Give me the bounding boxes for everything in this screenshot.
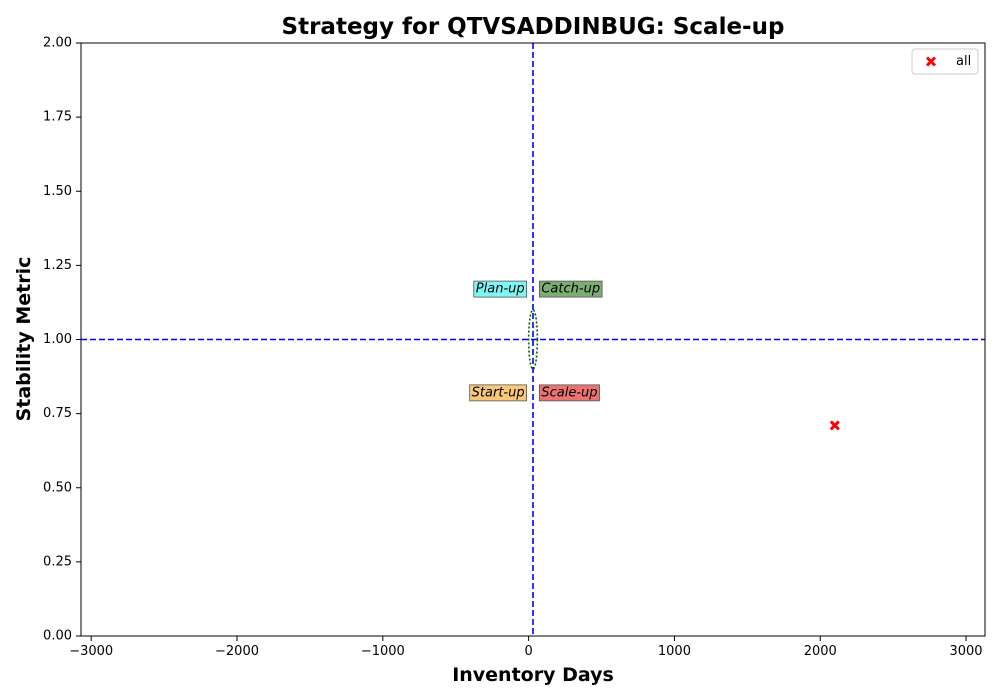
- y-tick-label: 2.00: [43, 36, 72, 51]
- plot-area: Plan-up Catch-up Start-up Scale-up: [80, 42, 986, 637]
- x-axis-label: Inventory Days: [452, 664, 614, 686]
- confidence-ellipse: [527, 309, 539, 370]
- x-tick-label: 1000: [658, 644, 691, 659]
- quadrant-label-box: [469, 384, 528, 402]
- y-tick-label: 1.75: [43, 110, 72, 125]
- y-tick-label: 0.25: [43, 554, 72, 569]
- quadrant-label-catch-up: Catch-up: [538, 280, 603, 298]
- quadrant-label-scale-up: Scale-up: [538, 384, 600, 402]
- quadrant-label-text: Scale-up: [541, 385, 597, 400]
- y-tick-label: 0.75: [43, 406, 72, 421]
- legend: all: [911, 48, 979, 75]
- quadrant-label-start-up: Start-up: [469, 384, 528, 402]
- y-tick-label: 1.50: [43, 184, 72, 199]
- axis-ticks: −3000 −2000 −1000 0 1000 2000 3000 0.00 0.25 0.50…: [43, 36, 983, 660]
- x-tick-label: 0: [524, 644, 532, 659]
- quadrant-label-box: [538, 280, 603, 298]
- y-tick-label: 0.00: [43, 629, 72, 644]
- quadrant-label-box: [473, 280, 528, 298]
- data-point-all: [829, 420, 840, 431]
- x-tick-label: 3000: [949, 644, 982, 659]
- quadrant-label-text: Start-up: [472, 385, 525, 400]
- x-tick-label: −3000: [69, 644, 113, 659]
- legend-marker: [925, 56, 937, 67]
- quadrant-label-text: Catch-up: [541, 282, 600, 297]
- legend-marker-stroke: [925, 56, 937, 67]
- y-tick-label: 1.00: [43, 332, 72, 347]
- chart-title: Strategy for QTVSADDINBUG: Scale-up: [282, 14, 785, 40]
- y-axis-label: Stability Metric: [13, 257, 35, 422]
- x-tick-label: 2000: [804, 644, 837, 659]
- y-tick-label: 0.50: [43, 480, 72, 495]
- legend-entry-label: all: [956, 54, 971, 69]
- quadrant-label-text: Plan-up: [476, 282, 525, 297]
- x-tick-label: −2000: [215, 644, 259, 659]
- legend-box: [911, 48, 979, 75]
- x-tick-label: −1000: [361, 644, 405, 659]
- y-tick-label: 1.25: [43, 258, 72, 273]
- quadrant-label-plan-up: Plan-up: [473, 280, 528, 298]
- data-point-stroke: [829, 420, 840, 431]
- quadrant-label-box: [538, 384, 600, 402]
